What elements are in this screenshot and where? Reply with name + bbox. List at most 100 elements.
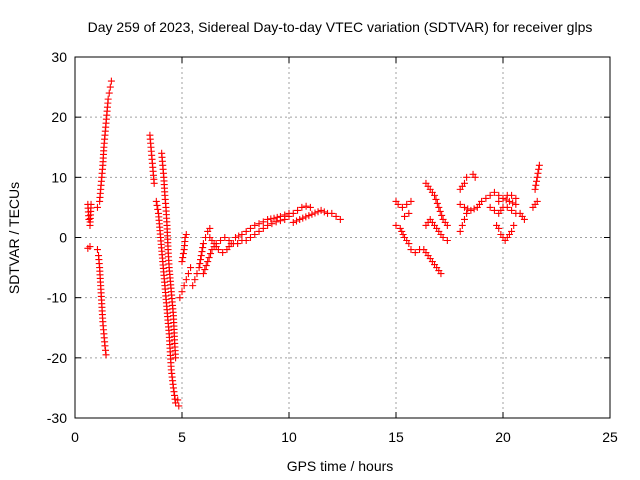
data-point — [311, 209, 319, 217]
data-point — [296, 215, 304, 223]
data-point — [443, 221, 451, 229]
data-point — [204, 258, 212, 266]
data-point — [197, 252, 205, 260]
data-point — [436, 207, 444, 215]
data-point — [238, 230, 246, 238]
tick-labels: 0 5 10 15 20 25 -30 -20 -10 0 10 20 30 — [47, 49, 618, 445]
data-point — [460, 179, 468, 187]
data-point — [292, 217, 300, 225]
data-point — [495, 197, 503, 205]
data-point — [306, 203, 314, 211]
data-point — [298, 203, 306, 211]
data-point — [180, 282, 188, 290]
data-point — [394, 200, 402, 208]
data-point — [199, 244, 207, 252]
data-point — [317, 206, 325, 214]
data-point — [535, 161, 543, 169]
data-point — [396, 224, 404, 232]
data-point — [285, 212, 293, 220]
data-point — [463, 209, 471, 217]
x-tick-label: 20 — [495, 429, 511, 445]
data-point — [234, 240, 242, 248]
data-point — [505, 197, 513, 205]
data-point — [314, 208, 322, 216]
data-point — [495, 224, 503, 232]
data-point — [179, 254, 187, 262]
data-point — [232, 234, 239, 241]
data-point — [150, 179, 158, 187]
data-point — [187, 264, 195, 272]
data-point — [320, 208, 328, 216]
y-axis-title: SDTVAR / TECUs — [6, 182, 22, 294]
data-point — [268, 220, 276, 228]
data-point — [255, 227, 263, 235]
data-point — [242, 227, 250, 235]
x-tick-label: 25 — [602, 429, 618, 445]
data-point — [499, 194, 507, 202]
data-point — [308, 210, 316, 218]
data-point — [221, 234, 229, 241]
data-point — [184, 270, 192, 278]
data-point — [219, 249, 227, 257]
y-tick-label: -10 — [47, 290, 67, 306]
data-point — [199, 240, 207, 248]
data-point — [251, 230, 259, 238]
data-point — [201, 266, 209, 274]
data-point — [336, 215, 344, 223]
y-tick-label: 30 — [51, 49, 67, 65]
data-point — [398, 203, 406, 211]
data-point — [86, 243, 94, 251]
data-point — [299, 214, 307, 222]
data-point — [470, 205, 478, 213]
data-point — [246, 224, 254, 232]
data-point — [289, 218, 297, 226]
data-point — [486, 203, 494, 211]
data-point — [435, 203, 443, 211]
data-point — [407, 197, 415, 205]
data-point — [175, 402, 183, 410]
data-point — [102, 351, 110, 359]
data-point — [251, 221, 259, 229]
data-point — [235, 232, 243, 240]
data-point — [533, 197, 541, 205]
data-point — [289, 209, 297, 217]
data-point — [305, 212, 313, 220]
data-point — [154, 205, 162, 213]
data-point — [456, 227, 464, 235]
data-point — [153, 201, 161, 209]
data-point — [176, 294, 184, 302]
data-point — [246, 234, 254, 241]
data-point — [531, 185, 539, 193]
data-point — [520, 215, 528, 223]
data-point — [255, 220, 263, 228]
data-point — [152, 197, 160, 205]
data-point — [196, 260, 204, 268]
data-point — [302, 213, 310, 221]
data-point — [87, 200, 95, 208]
x-tick-label: 0 — [71, 429, 79, 445]
data-points — [84, 77, 543, 410]
data-point — [104, 95, 112, 103]
data-point — [490, 188, 498, 196]
data-point — [214, 246, 222, 254]
data-point — [411, 249, 419, 257]
data-point — [502, 196, 510, 204]
data-point — [272, 218, 280, 226]
data-point — [401, 212, 409, 220]
data-point — [193, 270, 201, 278]
data-point — [509, 199, 517, 207]
data-point — [535, 165, 543, 173]
x-axis-title: GPS time / hours — [287, 458, 394, 474]
data-point — [93, 203, 101, 211]
data-point — [407, 246, 415, 254]
data-point — [259, 224, 267, 232]
data-point — [302, 202, 310, 210]
data-point — [242, 237, 250, 245]
data-point — [328, 209, 336, 217]
y-tick-label: 10 — [51, 169, 67, 185]
data-point — [178, 258, 186, 266]
data-point — [460, 215, 468, 223]
data-point — [534, 169, 542, 177]
y-tick-label: -30 — [47, 410, 67, 426]
